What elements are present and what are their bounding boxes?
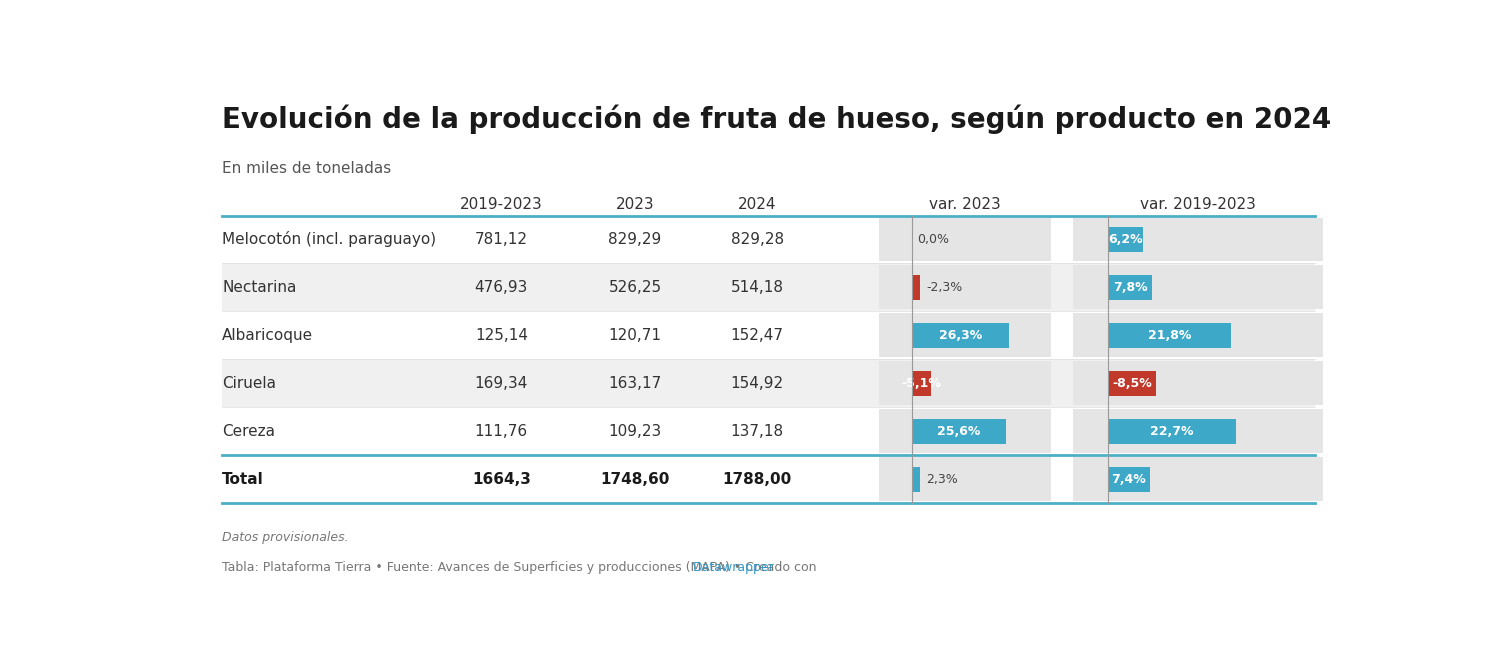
Bar bbox=[1108, 323, 1230, 348]
Text: 154,92: 154,92 bbox=[730, 376, 783, 391]
Bar bbox=[1074, 409, 1323, 453]
Text: 26,3%: 26,3% bbox=[939, 329, 982, 342]
Bar bbox=[1108, 418, 1236, 444]
Bar bbox=[879, 457, 1052, 501]
Text: Datawrapper: Datawrapper bbox=[693, 561, 774, 574]
Text: 7,4%: 7,4% bbox=[1112, 473, 1146, 485]
Text: 7,8%: 7,8% bbox=[1113, 281, 1148, 294]
Text: 25,6%: 25,6% bbox=[938, 424, 981, 438]
Bar bbox=[1074, 361, 1323, 405]
Bar bbox=[1108, 371, 1156, 396]
Text: 2023: 2023 bbox=[615, 197, 654, 212]
Bar bbox=[912, 467, 920, 491]
Text: -8,5%: -8,5% bbox=[1112, 377, 1152, 390]
Text: 514,18: 514,18 bbox=[730, 280, 783, 295]
Bar bbox=[1074, 313, 1323, 357]
Text: 0,0%: 0,0% bbox=[918, 233, 950, 246]
Bar bbox=[879, 313, 1052, 357]
Text: var. 2019-2023: var. 2019-2023 bbox=[1140, 197, 1256, 212]
Text: Total: Total bbox=[222, 471, 264, 487]
Bar bbox=[879, 409, 1052, 453]
Bar bbox=[1074, 218, 1323, 261]
Text: var. 2023: var. 2023 bbox=[930, 197, 1000, 212]
Text: 1664,3: 1664,3 bbox=[472, 471, 531, 487]
Bar bbox=[1074, 265, 1323, 309]
Text: 829,29: 829,29 bbox=[609, 232, 662, 247]
Text: 125,14: 125,14 bbox=[476, 328, 528, 343]
Text: Datos provisionales.: Datos provisionales. bbox=[222, 531, 350, 544]
Text: 109,23: 109,23 bbox=[609, 424, 662, 439]
Bar bbox=[1108, 467, 1150, 491]
Text: 476,93: 476,93 bbox=[474, 280, 528, 295]
Bar bbox=[222, 407, 1316, 455]
Text: 22,7%: 22,7% bbox=[1150, 424, 1194, 438]
Text: 2019-2023: 2019-2023 bbox=[460, 197, 543, 212]
Bar bbox=[222, 359, 1316, 407]
Text: Tabla: Plataforma Tierra • Fuente: Avances de Superficies y producciones (MAPA) : Tabla: Plataforma Tierra • Fuente: Avanc… bbox=[222, 561, 820, 574]
Bar bbox=[1074, 457, 1323, 501]
Text: 137,18: 137,18 bbox=[730, 424, 783, 439]
Text: 169,34: 169,34 bbox=[474, 376, 528, 391]
Text: 1788,00: 1788,00 bbox=[723, 471, 792, 487]
Bar bbox=[879, 361, 1052, 405]
Text: 120,71: 120,71 bbox=[609, 328, 662, 343]
Text: En miles de toneladas: En miles de toneladas bbox=[222, 161, 392, 176]
Bar bbox=[912, 323, 1008, 348]
Text: Cereza: Cereza bbox=[222, 424, 276, 439]
Bar bbox=[222, 311, 1316, 359]
Text: Albaricoque: Albaricoque bbox=[222, 328, 314, 343]
Bar bbox=[222, 216, 1316, 263]
Text: 2024: 2024 bbox=[738, 197, 777, 212]
Text: 1748,60: 1748,60 bbox=[600, 471, 669, 487]
Bar bbox=[1108, 275, 1152, 300]
Text: Ciruela: Ciruela bbox=[222, 376, 276, 391]
Bar bbox=[879, 265, 1052, 309]
Text: -5,1%: -5,1% bbox=[902, 377, 940, 390]
Bar bbox=[222, 263, 1316, 311]
Bar bbox=[912, 371, 930, 396]
Text: Melocotón (incl. paraguayo): Melocotón (incl. paraguayo) bbox=[222, 232, 436, 248]
Text: 829,28: 829,28 bbox=[730, 232, 783, 247]
Text: -2,3%: -2,3% bbox=[926, 281, 963, 294]
Text: 6,2%: 6,2% bbox=[1108, 233, 1143, 246]
Bar bbox=[912, 275, 920, 300]
Text: Nectarina: Nectarina bbox=[222, 280, 297, 295]
Text: Evolución de la producción de fruta de hueso, según producto en 2024: Evolución de la producción de fruta de h… bbox=[222, 105, 1332, 134]
Bar bbox=[1108, 227, 1143, 252]
Text: 163,17: 163,17 bbox=[609, 376, 662, 391]
Bar bbox=[912, 418, 1007, 444]
Text: 111,76: 111,76 bbox=[476, 424, 528, 439]
Bar bbox=[879, 218, 1052, 261]
Text: 152,47: 152,47 bbox=[730, 328, 783, 343]
Text: 781,12: 781,12 bbox=[476, 232, 528, 247]
Text: 526,25: 526,25 bbox=[609, 280, 662, 295]
Text: 2,3%: 2,3% bbox=[926, 473, 958, 485]
Text: 21,8%: 21,8% bbox=[1148, 329, 1191, 342]
